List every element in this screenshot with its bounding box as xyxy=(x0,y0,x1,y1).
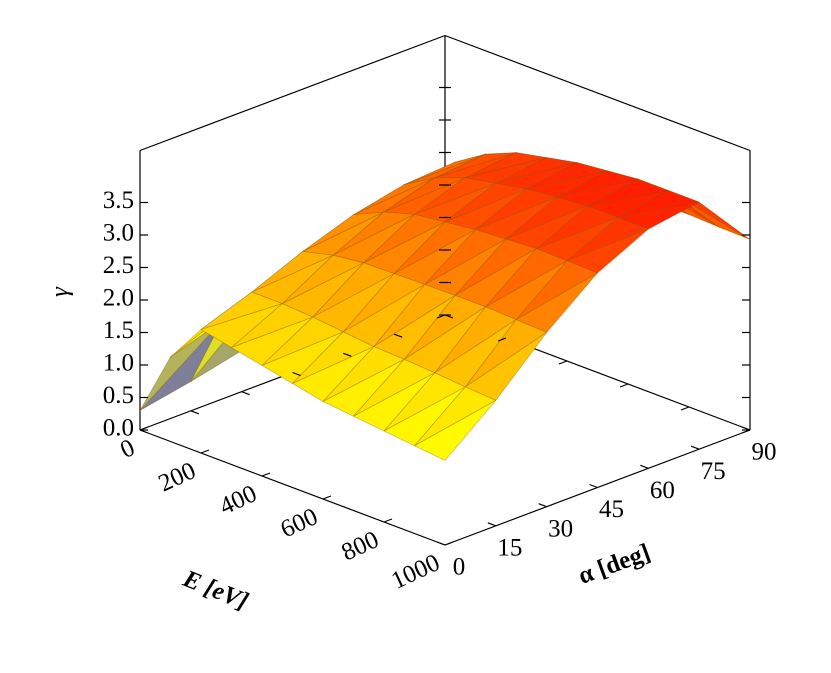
x-tick xyxy=(558,360,568,365)
z-tick-label: 2.5 xyxy=(103,252,134,279)
x-axis-label: E [eV] xyxy=(178,565,251,616)
y-tick xyxy=(640,464,649,469)
y-tick-label: 45 xyxy=(599,496,624,523)
y-axis-label: α [deg] xyxy=(575,539,654,590)
y-tick-label: 0 xyxy=(453,554,466,581)
surface-patch xyxy=(139,321,222,411)
surface-patch xyxy=(536,217,619,262)
x-tick xyxy=(383,518,393,523)
surface-patch xyxy=(414,399,497,461)
z-tick-label: 2.0 xyxy=(103,285,134,312)
y-tick xyxy=(393,333,403,338)
surface xyxy=(139,152,751,461)
surface-patch xyxy=(454,238,537,296)
surface-patch xyxy=(139,321,222,411)
y-tick xyxy=(690,445,700,450)
y-tick xyxy=(436,541,446,546)
surface-patch xyxy=(342,273,426,333)
surface-patch xyxy=(200,291,283,330)
x-tick-label: 400 xyxy=(216,480,261,520)
axis-line xyxy=(139,429,446,546)
x-tick xyxy=(261,472,271,477)
surface-patch xyxy=(363,213,446,264)
y-tick-label: 15 xyxy=(497,535,522,562)
y-tick xyxy=(343,352,352,357)
x-tick-label: 600 xyxy=(277,503,322,543)
z-tick-label: 3.0 xyxy=(103,220,134,247)
y-tick xyxy=(190,410,200,415)
surface-patch xyxy=(424,229,507,285)
z-tick-label: 1.5 xyxy=(103,317,134,344)
surface-patch xyxy=(475,188,558,231)
surface-patch xyxy=(505,205,588,250)
surface-patch xyxy=(464,152,548,179)
surface-patch xyxy=(505,196,588,240)
surface-patch xyxy=(251,254,334,305)
surface-patch xyxy=(434,152,517,179)
y-tick xyxy=(538,503,547,508)
z-tick-label: 3.5 xyxy=(103,187,134,214)
x-tick xyxy=(619,383,629,388)
x-tick xyxy=(680,406,690,411)
surface-patch xyxy=(332,213,415,264)
surface-patch xyxy=(322,346,405,402)
surface-patch xyxy=(586,178,670,207)
x-tick-label: 1000 xyxy=(387,549,444,595)
box-edge xyxy=(444,34,751,152)
y-tick xyxy=(292,371,301,377)
y-tick-label: 60 xyxy=(650,477,675,504)
z-tick-label: 0.5 xyxy=(103,382,134,409)
y-tick xyxy=(487,522,497,527)
surface-patch xyxy=(434,152,517,179)
surface-patch xyxy=(424,238,507,296)
z-tick-label: 0.0 xyxy=(103,415,134,442)
z-axis-label: γ xyxy=(47,286,74,297)
y-tick xyxy=(589,483,598,489)
surface-patch xyxy=(434,306,517,374)
surface-patch xyxy=(495,157,578,184)
x-tick xyxy=(444,541,454,546)
surface-patch xyxy=(566,228,649,274)
surface-patch xyxy=(485,248,568,308)
x-tick-label: 200 xyxy=(155,457,200,497)
y-tick xyxy=(241,391,250,396)
y-tick-label: 90 xyxy=(752,439,777,466)
x-tick-label: 800 xyxy=(338,526,383,566)
x-tick xyxy=(322,495,332,500)
surface-patch xyxy=(617,190,700,219)
x-tick xyxy=(497,337,507,342)
surface-patch xyxy=(536,205,619,250)
surface-patch xyxy=(393,221,476,275)
surface-patch xyxy=(302,211,385,252)
surface-patch xyxy=(200,303,283,348)
surface-patch xyxy=(332,211,415,256)
z-tick-label: 1.0 xyxy=(103,350,134,377)
box-edge xyxy=(139,34,446,152)
y-tick-label: 30 xyxy=(548,515,573,542)
surface-patch xyxy=(251,251,334,293)
surface-patch xyxy=(515,272,598,333)
surface-patch xyxy=(414,386,497,447)
y-tick-label: 75 xyxy=(701,458,726,485)
x-tick xyxy=(200,449,210,454)
surface-patch xyxy=(566,217,649,262)
